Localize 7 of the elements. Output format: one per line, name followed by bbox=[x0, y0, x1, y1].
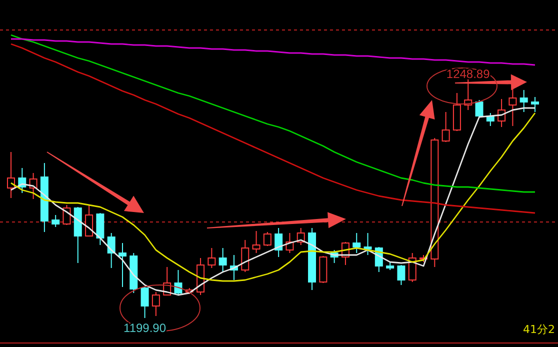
annotation: 41分2 bbox=[523, 323, 555, 336]
candlestick bbox=[7, 152, 15, 198]
candlestick bbox=[118, 242, 126, 288]
candlestick bbox=[308, 228, 316, 290]
candlestick bbox=[274, 228, 283, 258]
candlestick bbox=[520, 90, 528, 112]
candlestick bbox=[40, 162, 48, 232]
